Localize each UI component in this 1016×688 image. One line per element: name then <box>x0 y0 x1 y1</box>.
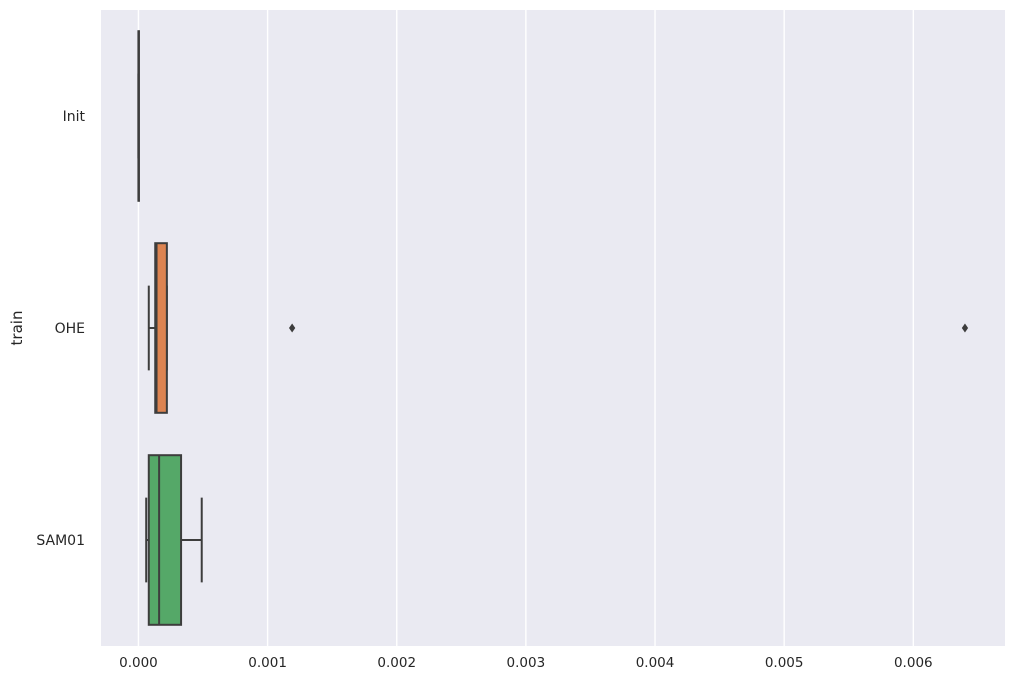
box-sam01 <box>147 454 183 626</box>
box-ohe <box>154 242 168 414</box>
x-tick-label: 0.000 <box>119 655 158 671</box>
gridlines <box>137 10 915 646</box>
y-axis-label: train <box>8 311 26 346</box>
plot-background <box>101 10 1005 646</box>
box-group <box>137 30 140 202</box>
x-tick-label: 0.003 <box>507 655 546 671</box>
x-tick-label: 0.004 <box>636 655 675 671</box>
y-tick-label: SAM01 <box>36 533 85 549</box>
outlier-marker <box>288 323 296 333</box>
y-tick-label: OHE <box>55 321 85 337</box>
y-tick-label: Init <box>63 109 86 125</box>
box-group <box>145 454 203 626</box>
y-tick-labels: Init OHE SAM01 <box>36 109 85 549</box>
outlier-marker <box>961 323 969 333</box>
x-tick-label: 0.002 <box>377 655 416 671</box>
x-tick-labels: 0.000 0.001 0.002 0.003 0.004 0.005 0.006 <box>119 655 933 671</box>
boxes <box>137 30 969 626</box>
box-group <box>147 242 969 414</box>
x-tick-label: 0.006 <box>894 655 933 671</box>
x-tick-label: 0.005 <box>765 655 804 671</box>
x-tick-label: 0.001 <box>248 655 287 671</box>
